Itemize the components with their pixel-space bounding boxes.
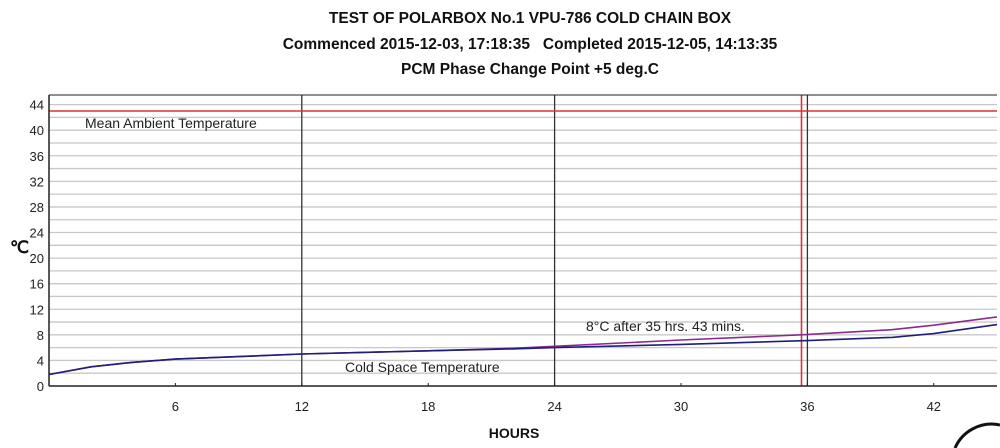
x-tick-label: 6 bbox=[172, 399, 179, 414]
y-tick-label: 4 bbox=[37, 353, 44, 368]
y-tick-label: 32 bbox=[30, 174, 44, 189]
x-tick-label: 24 bbox=[547, 399, 561, 414]
x-axis-label: HOURS bbox=[489, 425, 540, 441]
y-axis-label: ℃ bbox=[10, 238, 29, 257]
x-tick-label: 18 bbox=[421, 399, 435, 414]
y-tick-label: 12 bbox=[30, 302, 44, 317]
marker-annotation: 8°C after 35 hrs. 43 mins. bbox=[586, 318, 745, 334]
y-tick-label: 40 bbox=[30, 123, 44, 138]
series-line-1 bbox=[48, 323, 998, 376]
corner-circle-decoration bbox=[953, 422, 1000, 448]
y-tick-label: 16 bbox=[30, 277, 44, 292]
y-tick-label: 20 bbox=[30, 251, 44, 266]
ambient-annotation: Mean Ambient Temperature bbox=[85, 115, 257, 131]
x-tick-label: 12 bbox=[295, 399, 309, 414]
y-tick-label: 8 bbox=[37, 328, 44, 343]
y-tick-label: 28 bbox=[30, 200, 44, 215]
chart-subtitle: Commenced 2015-12-03, 17:18:35 Completed… bbox=[282, 36, 778, 53]
chart-subtitle-2: PCM Phase Change Point +5 deg.C bbox=[401, 61, 659, 78]
cold-space-annotation: Cold Space Temperature bbox=[345, 359, 500, 375]
x-tick-label: 42 bbox=[927, 399, 941, 414]
y-tick-label: 24 bbox=[30, 226, 44, 241]
series-line-0 bbox=[48, 316, 998, 376]
x-tick-label: 30 bbox=[674, 399, 688, 414]
y-tick-label: 0 bbox=[37, 379, 44, 394]
y-tick-label: 44 bbox=[30, 98, 44, 113]
x-tick-label: 36 bbox=[800, 399, 814, 414]
chart-title: TEST OF POLARBOX No.1 VPU-786 COLD CHAIN… bbox=[328, 10, 732, 27]
y-tick-label: 36 bbox=[30, 149, 44, 164]
